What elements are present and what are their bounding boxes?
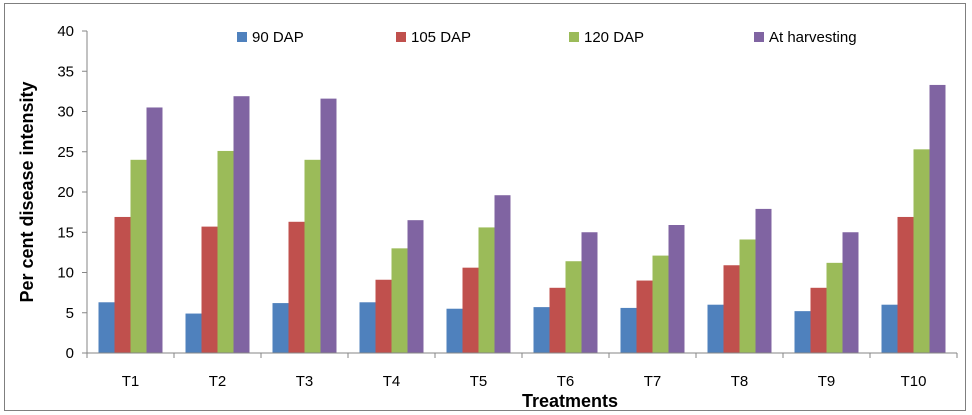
bar xyxy=(233,96,250,353)
bar xyxy=(201,226,218,353)
y-tick-label: 0 xyxy=(66,345,74,362)
bar xyxy=(98,302,115,353)
x-tick-label: T8 xyxy=(731,373,749,390)
x-tick-label: T6 xyxy=(557,373,575,390)
legend-swatch xyxy=(237,32,247,42)
y-tick-label: 30 xyxy=(57,104,74,121)
y-axis-title: Per cent disease intensity xyxy=(17,81,37,302)
y-tick-label: 15 xyxy=(57,224,74,241)
legend-label: At harvesting xyxy=(769,29,857,46)
bar xyxy=(146,107,163,353)
legend-swatch xyxy=(569,32,579,42)
legend-swatch xyxy=(396,32,406,42)
x-tick-label: T1 xyxy=(122,373,140,390)
bar xyxy=(620,307,637,353)
bar xyxy=(794,311,811,353)
x-tick-label: T3 xyxy=(296,373,314,390)
bar xyxy=(826,262,843,353)
x-tick-label: T10 xyxy=(901,373,927,390)
x-tick-label: T7 xyxy=(644,373,662,390)
bar xyxy=(446,308,463,353)
bar xyxy=(320,98,337,354)
bar xyxy=(929,84,946,353)
bar xyxy=(549,287,566,353)
bar xyxy=(272,303,289,353)
bars xyxy=(98,84,946,354)
y-tick-label: 40 xyxy=(57,23,74,40)
x-axis-ticks: T1 T2 T3 T4 T5 T6 T7 T8 T9 T10 xyxy=(86,353,958,390)
y-tick-label: 20 xyxy=(57,184,74,201)
x-axis-title: Treatments xyxy=(522,391,618,411)
bar xyxy=(391,248,408,353)
y-tick-label: 5 xyxy=(66,305,74,322)
y-tick-label: 25 xyxy=(57,144,74,161)
bar xyxy=(842,232,859,353)
bar xyxy=(881,304,898,353)
x-tick-label: T5 xyxy=(470,373,488,390)
bar xyxy=(581,232,598,353)
y-tick-label: 10 xyxy=(57,265,74,282)
x-tick-label: T2 xyxy=(209,373,227,390)
legend-swatch xyxy=(754,32,764,42)
bar xyxy=(304,159,321,353)
bar xyxy=(114,216,131,353)
x-tick-label: T4 xyxy=(383,373,401,390)
bar xyxy=(636,280,653,353)
bar xyxy=(652,255,669,353)
bar xyxy=(565,261,582,353)
bar xyxy=(897,216,914,353)
bar xyxy=(185,313,202,353)
legend-label: 105 DAP xyxy=(411,29,471,46)
bar xyxy=(407,220,424,353)
y-tick-label: 35 xyxy=(57,63,74,80)
legend-label: 120 DAP xyxy=(584,29,644,46)
legend-label: 90 DAP xyxy=(252,29,304,46)
bar xyxy=(810,287,827,353)
bar xyxy=(130,159,147,353)
bar xyxy=(478,227,495,353)
bar xyxy=(375,279,392,353)
bar xyxy=(217,150,234,353)
bar xyxy=(755,208,772,353)
bar xyxy=(288,221,305,353)
bar xyxy=(913,149,930,353)
bar xyxy=(462,267,479,353)
bar xyxy=(533,307,550,353)
legend: 90 DAP 105 DAP 120 DAP At harvesting xyxy=(237,29,857,46)
bar xyxy=(494,195,511,353)
bar xyxy=(739,239,756,353)
bar xyxy=(668,225,685,353)
bar xyxy=(707,304,724,353)
y-axis-ticks: 0 5 10 15 20 25 30 35 40 xyxy=(57,23,87,362)
bar xyxy=(359,302,376,353)
x-tick-label: T9 xyxy=(818,373,836,390)
bar xyxy=(723,265,740,353)
